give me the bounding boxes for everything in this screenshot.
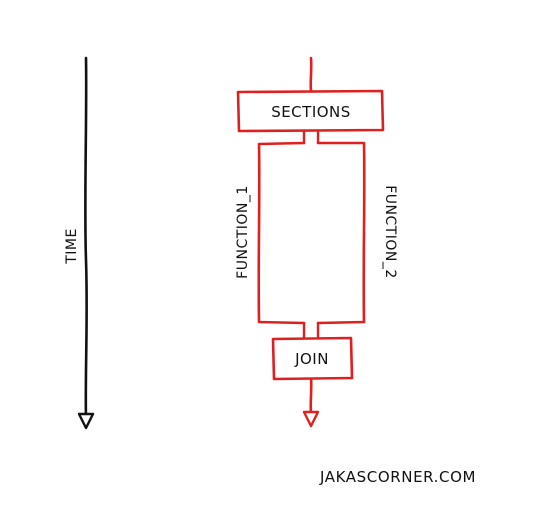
function-1-label: FUNCTION_1 bbox=[235, 185, 251, 279]
sections-label: SECTIONS bbox=[271, 103, 351, 121]
sections-box-border bbox=[236, 89, 385, 133]
function-2-label: FUNCTION_2 bbox=[382, 185, 398, 279]
function-2-branch: FUNCTION_2 bbox=[316, 141, 398, 325]
flow-arrowhead bbox=[302, 410, 320, 428]
time-axis-arrowhead bbox=[77, 412, 95, 430]
function-1-branch-path bbox=[257, 141, 306, 325]
time-axis-line bbox=[83, 56, 88, 422]
flow-line-top bbox=[309, 56, 313, 93]
join-label: JOIN bbox=[294, 350, 329, 368]
join-box: JOIN bbox=[271, 336, 354, 381]
main-flow-line bbox=[302, 56, 320, 428]
fork-connectors bbox=[302, 129, 320, 145]
sections-box: SECTIONS bbox=[236, 89, 385, 133]
join-connectors bbox=[302, 321, 320, 340]
flow-line-bottom bbox=[309, 376, 313, 418]
footer-credit: JAKASCORNER.COM bbox=[319, 468, 476, 486]
time-label: TIME bbox=[64, 228, 80, 265]
function-2-branch-path bbox=[316, 141, 366, 325]
time-axis: TIME bbox=[64, 56, 95, 430]
join-box-border bbox=[271, 336, 354, 381]
function-1-branch: FUNCTION_1 bbox=[235, 141, 306, 325]
